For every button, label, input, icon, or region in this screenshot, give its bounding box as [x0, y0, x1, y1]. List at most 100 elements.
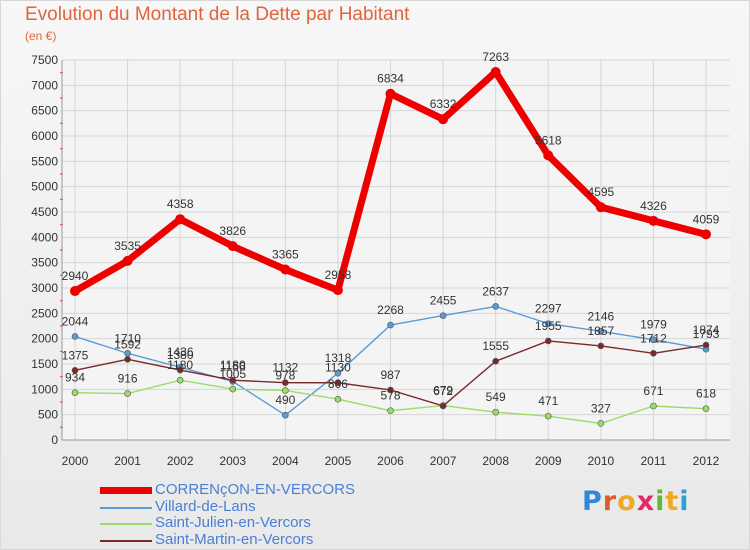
data-label: 5618 [535, 133, 562, 147]
data-point [438, 114, 449, 125]
data-point [543, 150, 554, 161]
data-point [597, 327, 605, 335]
data-point [227, 241, 238, 252]
data-label: 2268 [377, 303, 404, 317]
data-label: 3826 [219, 224, 246, 238]
data-point [122, 255, 133, 266]
x-tick-label: 2010 [587, 454, 614, 468]
data-label: 1710 [114, 331, 141, 345]
data-label: 1180 [220, 358, 246, 372]
legend-label: CORRENçON-EN-VERCORS [155, 481, 356, 498]
y-tick-label: 2000 [31, 332, 58, 346]
data-label: 1592 [114, 337, 141, 351]
data-point [124, 356, 131, 363]
data-label: 2637 [482, 284, 509, 298]
data-point [702, 341, 710, 349]
data-label: 671 [643, 384, 663, 398]
legend-label: Saint-Martin-en-Vercors [155, 530, 314, 548]
y-tick-label: 5000 [31, 180, 58, 194]
data-label: 4326 [640, 199, 667, 213]
data-label: 6332 [430, 97, 457, 111]
x-tick-label: 2003 [219, 454, 246, 468]
data-label: 1130 [325, 361, 351, 375]
logo-letter: i [655, 486, 666, 517]
y-tick-label: 6500 [31, 104, 58, 118]
data-label: 916 [118, 372, 138, 386]
logo-letter: r [602, 486, 618, 517]
legend-swatch [100, 523, 152, 525]
data-label: 2044 [62, 314, 89, 328]
data-label: 679 [433, 384, 453, 398]
data-point [280, 264, 291, 275]
legend-swatch [100, 539, 152, 542]
data-point [282, 379, 289, 386]
logo-letter: x [636, 486, 656, 517]
data-point [334, 395, 342, 403]
data-point [71, 333, 79, 340]
data-point [597, 342, 605, 350]
logo-letter: t [665, 486, 680, 517]
x-tick-label: 2002 [167, 454, 194, 468]
logo-letter: i [679, 486, 690, 517]
data-label: 1857 [587, 324, 614, 338]
y-tick-label: 1500 [31, 357, 58, 371]
data-point [332, 285, 343, 296]
data-label: 806 [328, 377, 348, 391]
legend-label: Villard-de-Lans [155, 497, 256, 515]
data-point [439, 402, 447, 410]
data-label: 1555 [482, 339, 509, 353]
data-label: 4595 [587, 185, 614, 199]
data-point [124, 390, 131, 397]
proxiti-logo: Proxiti [582, 486, 690, 517]
data-label: 1436 [167, 345, 194, 359]
data-point [544, 337, 552, 345]
data-point [492, 303, 499, 310]
y-tick-label: 3000 [31, 281, 58, 295]
data-label: 2146 [587, 309, 614, 323]
data-point [492, 357, 499, 365]
x-tick-label: 2004 [272, 454, 299, 468]
data-label: 978 [275, 368, 295, 382]
data-label: 3535 [114, 239, 141, 253]
data-label: 578 [380, 389, 400, 403]
y-tick-label: 7500 [31, 53, 58, 67]
data-point [701, 229, 711, 240]
data-point [490, 67, 501, 78]
x-tick-label: 2012 [693, 454, 720, 468]
data-label: 471 [538, 394, 558, 408]
y-tick-label: 0 [51, 433, 58, 447]
data-point [650, 336, 657, 344]
data-label: 490 [275, 393, 295, 407]
data-point [229, 376, 237, 384]
data-point [544, 412, 552, 420]
legend-swatch [100, 487, 152, 494]
data-label: 2455 [430, 294, 457, 308]
data-point [702, 405, 710, 412]
data-point [71, 389, 79, 396]
data-point [595, 202, 606, 213]
data-point [648, 215, 659, 226]
data-label: 6834 [377, 72, 404, 86]
data-point [385, 88, 396, 99]
data-point [71, 367, 79, 374]
y-tick-label: 1000 [31, 382, 58, 396]
data-label: 934 [65, 371, 85, 385]
data-label: 618 [696, 387, 716, 401]
data-label: 1156 [220, 359, 246, 373]
legend-label: Saint-Julien-en-Vercors [155, 514, 311, 531]
data-label: 4059 [693, 212, 720, 226]
data-label: 1793 [693, 327, 720, 341]
chart-subtitle: (en €) [25, 29, 57, 43]
data-label: 1712 [640, 331, 667, 345]
data-label: 987 [380, 368, 400, 382]
data-label: 3365 [272, 248, 299, 262]
data-label: 672 [433, 384, 453, 398]
data-point [70, 286, 80, 297]
y-tick-label: 6000 [31, 129, 58, 143]
data-point [334, 379, 342, 387]
data-label: 2297 [535, 302, 562, 316]
data-point [439, 312, 447, 319]
data-point [492, 408, 499, 416]
data-label: 7263 [482, 50, 509, 64]
data-point [176, 376, 184, 384]
